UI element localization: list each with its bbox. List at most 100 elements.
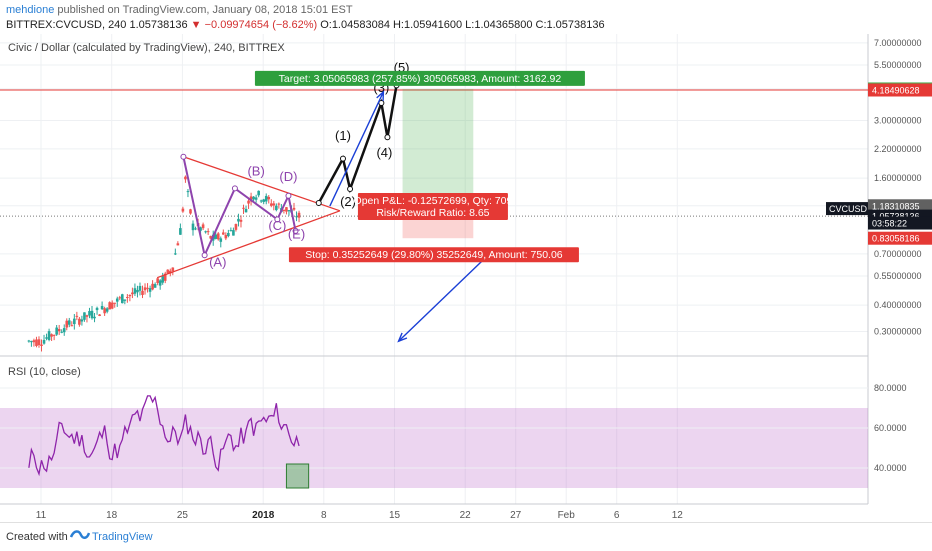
candle-body <box>237 218 240 222</box>
wave-point <box>347 186 354 193</box>
wave-point <box>339 155 346 162</box>
candle-body <box>242 207 245 209</box>
candle-body <box>83 312 86 320</box>
y-tick-label: 0.55000000 <box>874 271 922 281</box>
candle-body <box>222 232 225 235</box>
candle-body <box>201 224 205 229</box>
candle-body <box>179 228 182 235</box>
symbol-tag: CVCUSD <box>829 204 868 214</box>
candle-body <box>103 308 106 314</box>
candle-body <box>128 294 132 297</box>
candle-body <box>269 203 273 206</box>
candle-body <box>75 315 79 317</box>
candle-body <box>277 203 281 205</box>
candle-body <box>254 197 258 200</box>
tradingview-brand[interactable]: TradingView <box>92 531 153 543</box>
tradingview-logo-icon <box>70 530 90 539</box>
rsi-title: RSI (10, close) <box>8 366 81 378</box>
wave-label: (C) <box>268 218 286 233</box>
candle-body <box>85 315 89 317</box>
wave-point <box>201 252 208 259</box>
candle-body <box>264 195 268 202</box>
candle-body <box>249 196 253 202</box>
candle-body <box>181 208 185 212</box>
abcde-wave-path <box>182 156 297 259</box>
candle-body <box>67 320 71 325</box>
author-name[interactable]: mehdione <box>6 4 55 16</box>
rsi-band <box>0 408 868 488</box>
candle-body <box>275 205 278 211</box>
candle-body <box>186 191 190 193</box>
x-tick-label: 6 <box>614 510 620 521</box>
wave-point <box>231 185 238 192</box>
wave-label: (E) <box>288 226 305 241</box>
y-tick-label: 7.00000000 <box>874 38 922 48</box>
candle-body <box>65 320 69 328</box>
wave-label: (1) <box>335 128 351 143</box>
candle-body <box>153 284 157 288</box>
symbol-line: BITTREX:CVCUSD, 240 1.05738136 ▼ −0.0997… <box>6 19 605 31</box>
candle-body <box>78 318 81 325</box>
candle-body <box>105 308 109 312</box>
candle-body <box>98 314 101 316</box>
arrow-down-head <box>397 332 408 343</box>
publisher-header: mehdione published on TradingView.com, J… <box>0 0 932 34</box>
published-text: published on TradingView.com, January 08… <box>57 4 353 16</box>
y-tick-label: 0.30000000 <box>874 327 922 337</box>
candle-body <box>189 209 192 214</box>
stop-label: Stop: 0.35252649 (29.80%) 35252649, Amou… <box>305 249 563 261</box>
candle-body <box>292 207 296 210</box>
wave-label: (B) <box>247 163 264 178</box>
x-tick-label: 11 <box>36 510 47 521</box>
candle-body <box>206 231 210 233</box>
price-label: 0.83058186 <box>872 234 920 244</box>
candle-body <box>27 340 31 342</box>
candle-body <box>151 283 154 290</box>
candle-body <box>100 306 104 310</box>
candle-body <box>37 339 41 346</box>
candle-body <box>32 340 36 343</box>
x-tick-label: Feb <box>558 510 576 521</box>
wave-point <box>274 216 281 223</box>
rsi-pane: 80.0000 60.0000 40.0000 <box>0 383 907 489</box>
candle-body <box>50 334 53 337</box>
target-zone <box>402 88 474 206</box>
candle-body <box>93 316 96 319</box>
arrow-down <box>398 249 494 342</box>
candle-body <box>123 299 127 301</box>
candle-body <box>88 311 91 316</box>
candle-body <box>146 287 149 289</box>
stop-label-box <box>288 247 579 263</box>
candle-body <box>191 223 195 231</box>
position-box <box>357 193 508 221</box>
candle-body <box>121 294 124 304</box>
candle-body <box>166 269 170 274</box>
price-label: 03:58:22 <box>872 219 907 229</box>
price-label-box <box>868 216 932 230</box>
candle-body <box>80 319 84 322</box>
candle-body <box>262 199 266 202</box>
candle-body <box>272 203 276 206</box>
candle-body <box>73 318 76 325</box>
wave-point <box>292 227 299 234</box>
candle-body <box>163 273 167 281</box>
chart-drawings: (A)(B)(C)(D)(E)(1)(2)(3)(4)(5)Target: 3.… <box>0 60 868 343</box>
candle-body <box>40 344 43 346</box>
rsi-tick-label: 40.0000 <box>874 463 907 473</box>
candle-body <box>158 280 162 286</box>
y-tick-label: 5.50000000 <box>874 60 922 70</box>
arrow-up <box>329 91 385 207</box>
candle-body <box>227 232 230 237</box>
candle-body <box>176 243 180 246</box>
candle-body <box>47 331 51 340</box>
candle-body <box>35 339 38 346</box>
candle-body <box>42 339 46 344</box>
candle-body <box>141 290 144 295</box>
price-chart[interactable]: (A)(B)(C)(D)(E)(1)(2)(3)(4)(5)Target: 3.… <box>0 34 932 522</box>
candle-body <box>232 230 235 236</box>
wave-point <box>285 192 292 199</box>
x-tick-label: 8 <box>321 510 327 521</box>
candle-body <box>52 334 56 336</box>
candle-body <box>194 228 197 230</box>
target-label: Target: 3.05065983 (257.85%) 305065983, … <box>279 73 562 85</box>
